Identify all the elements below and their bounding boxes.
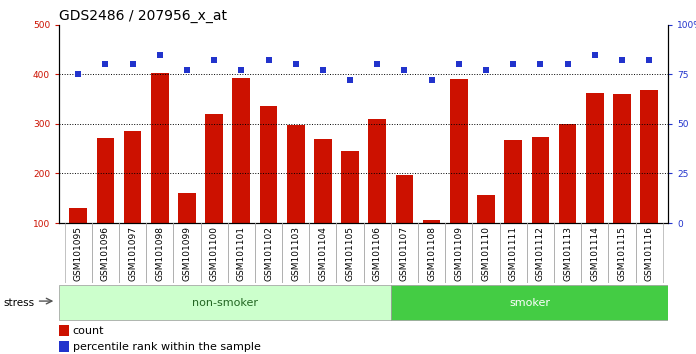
Point [507, 62, 519, 67]
Bar [450, 79, 468, 223]
Text: GSM101111: GSM101111 [509, 226, 518, 281]
Bar [477, 195, 495, 223]
Point [72, 72, 84, 77]
Bar [532, 137, 549, 223]
Bar [151, 73, 168, 223]
Bar [640, 90, 658, 223]
Text: GSM101100: GSM101100 [209, 226, 219, 281]
Point [426, 78, 437, 83]
Text: GSM101103: GSM101103 [291, 226, 300, 281]
Text: GSM101104: GSM101104 [318, 226, 327, 281]
Point [590, 52, 601, 57]
Bar [586, 93, 603, 223]
FancyBboxPatch shape [391, 285, 668, 320]
Bar [260, 105, 277, 223]
FancyBboxPatch shape [59, 285, 391, 320]
Text: GSM101097: GSM101097 [128, 226, 137, 281]
Bar [59, 341, 69, 353]
Text: GSM101098: GSM101098 [155, 226, 164, 281]
Point [182, 68, 193, 73]
Text: GSM101107: GSM101107 [400, 226, 409, 281]
Bar [178, 193, 196, 223]
Point [263, 58, 274, 63]
Text: GSM101095: GSM101095 [74, 226, 83, 281]
Text: GSM101105: GSM101105 [346, 226, 354, 281]
Bar [341, 151, 359, 223]
Bar [613, 94, 631, 223]
Bar [124, 131, 141, 223]
Text: GSM101113: GSM101113 [563, 226, 572, 281]
Bar [505, 140, 522, 223]
Text: GDS2486 / 207956_x_at: GDS2486 / 207956_x_at [59, 9, 227, 23]
Bar [232, 78, 250, 223]
Text: GSM101102: GSM101102 [264, 226, 273, 281]
Point [290, 62, 301, 67]
Bar [368, 119, 386, 223]
Bar [395, 175, 413, 223]
Text: GSM101096: GSM101096 [101, 226, 110, 281]
Bar [314, 139, 332, 223]
Point [535, 62, 546, 67]
Text: GSM101116: GSM101116 [644, 226, 654, 281]
Text: GSM101115: GSM101115 [617, 226, 626, 281]
Point [562, 62, 573, 67]
Text: GSM101110: GSM101110 [482, 226, 491, 281]
Text: GSM101114: GSM101114 [590, 226, 599, 281]
Point [453, 62, 464, 67]
Bar [97, 138, 114, 223]
Point [345, 78, 356, 83]
Point [317, 68, 329, 73]
Bar [59, 325, 69, 336]
Point [100, 62, 111, 67]
Bar [205, 114, 223, 223]
Bar [287, 125, 305, 223]
Text: GSM101101: GSM101101 [237, 226, 246, 281]
Bar [559, 124, 576, 223]
Text: GSM101108: GSM101108 [427, 226, 436, 281]
Bar [70, 208, 87, 223]
Point [209, 58, 220, 63]
Point [155, 52, 166, 57]
Point [644, 58, 655, 63]
Point [127, 62, 138, 67]
Point [236, 68, 247, 73]
Text: percentile rank within the sample: percentile rank within the sample [72, 342, 260, 352]
Point [480, 68, 491, 73]
Text: smoker: smoker [509, 298, 550, 308]
Point [372, 62, 383, 67]
Text: non-smoker: non-smoker [192, 298, 258, 308]
Text: GSM101112: GSM101112 [536, 226, 545, 281]
Bar [422, 219, 441, 223]
Text: stress: stress [3, 298, 35, 308]
Point [399, 68, 410, 73]
Point [617, 58, 628, 63]
Text: GSM101106: GSM101106 [373, 226, 381, 281]
Text: count: count [72, 326, 104, 336]
Text: GSM101109: GSM101109 [454, 226, 464, 281]
Text: GSM101099: GSM101099 [182, 226, 191, 281]
